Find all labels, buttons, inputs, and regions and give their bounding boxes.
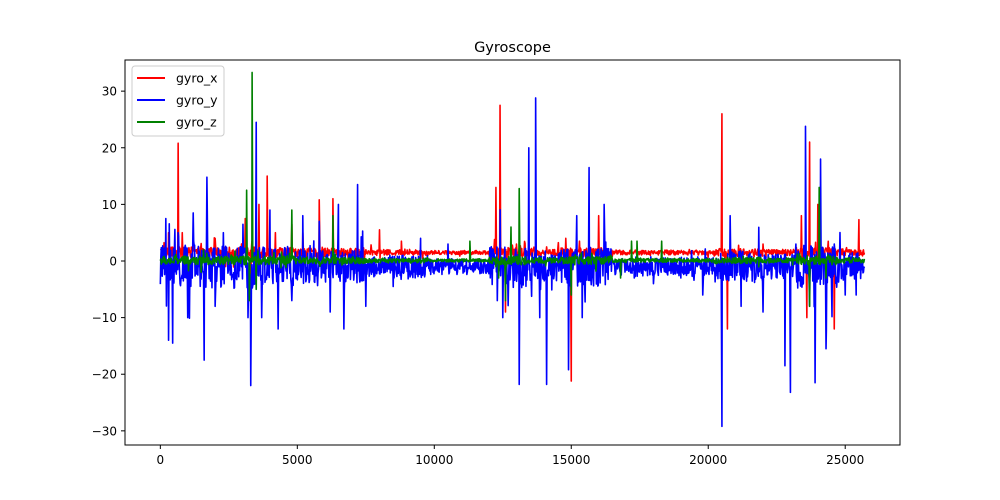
x-tick-label: 5000 <box>282 453 313 467</box>
legend-label-gyro-y: gyro_y <box>176 93 218 108</box>
x-tick-label: 25000 <box>826 453 864 467</box>
y-tick-label: 20 <box>102 141 117 155</box>
legend-label-gyro-x: gyro_x <box>176 71 218 86</box>
y-tick-label: −20 <box>92 368 117 382</box>
legend-entry-gyro-x: gyro_x <box>137 71 218 86</box>
chart-title: Gyroscope <box>474 40 551 56</box>
series-layer <box>159 71 866 428</box>
y-tick-label: −10 <box>92 311 117 325</box>
legend-box <box>131 65 225 137</box>
axes-frame <box>124 59 901 446</box>
series-line-gyro-z <box>159 71 866 308</box>
y-axis: −30 −20 −10 0 10 20 30 <box>92 85 125 438</box>
series-line-gyro-x <box>159 104 866 382</box>
x-tick-label: 10000 <box>415 453 453 467</box>
x-tick-label: 20000 <box>689 453 727 467</box>
legend-entry-gyro-z: gyro_z <box>137 115 217 130</box>
y-tick-label: −30 <box>92 424 117 438</box>
x-tick-label: 15000 <box>552 453 590 467</box>
y-tick-label: 0 <box>109 254 117 268</box>
x-tick-label: 0 <box>157 453 165 467</box>
y-tick-label: 10 <box>102 198 117 212</box>
legend: gyro_x gyro_y gyro_z <box>131 65 225 137</box>
x-axis: 0 5000 10000 15000 20000 25000 <box>157 445 864 467</box>
y-tick-label: 30 <box>102 85 117 99</box>
legend-entry-gyro-y: gyro_y <box>137 93 218 108</box>
legend-label-gyro-z: gyro_z <box>176 115 217 130</box>
